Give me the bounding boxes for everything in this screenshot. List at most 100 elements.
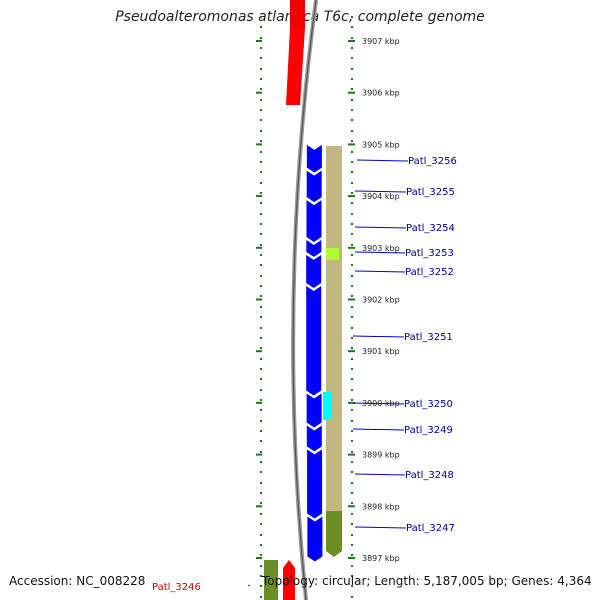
tick-dot-left bbox=[260, 192, 262, 194]
major-tick-right bbox=[348, 298, 355, 301]
tick-dot-left bbox=[260, 140, 262, 142]
tick-dot-right bbox=[351, 37, 353, 39]
major-tick-left bbox=[256, 143, 262, 146]
gene-label-connector bbox=[354, 226, 407, 229]
major-tick-left bbox=[256, 505, 262, 508]
kbp-label: 3901 kbp bbox=[362, 347, 400, 356]
tick-dot-left bbox=[260, 420, 262, 422]
forward-gene-top-cap bbox=[290, 0, 305, 28]
major-tick-left bbox=[256, 195, 262, 198]
tick-dot-left bbox=[260, 482, 262, 484]
tick-dot-left bbox=[260, 151, 262, 153]
tick-dot-left bbox=[260, 492, 262, 494]
tick-dot-right bbox=[351, 482, 353, 484]
major-tick-right bbox=[348, 40, 355, 42]
gene-label-connector bbox=[352, 335, 405, 338]
kbp-label: 3897 kbp bbox=[362, 554, 400, 563]
gene-label-connector bbox=[354, 251, 406, 254]
annotation-track bbox=[323, 146, 342, 557]
tick-dot-left bbox=[260, 233, 262, 235]
tick-dot-right bbox=[351, 565, 353, 567]
tick-dot-right bbox=[351, 327, 353, 329]
gene-label-patl_3250[interactable]: Patl_3250 bbox=[404, 399, 453, 410]
tick-dot-left bbox=[260, 502, 262, 504]
tick-dot-left bbox=[260, 161, 262, 163]
tick-dot-right bbox=[351, 109, 353, 111]
tick-dot-right bbox=[351, 544, 353, 546]
kbp-label: 3898 kbp bbox=[362, 502, 400, 511]
tick-dot-right bbox=[351, 585, 353, 587]
gene-label-connector bbox=[352, 402, 405, 405]
major-tick-right bbox=[348, 401, 355, 404]
tick-dot-left bbox=[260, 554, 262, 556]
tick-dot-right bbox=[351, 223, 353, 225]
tick-dot-right bbox=[351, 523, 353, 525]
tick-dot-right bbox=[351, 368, 353, 370]
tick-dot-left bbox=[260, 295, 262, 297]
major-tick-right bbox=[348, 505, 355, 508]
topology-info: Topology: circular; Length: 5,187,005 bp… bbox=[262, 574, 592, 588]
gene-label-patl_3251[interactable]: Patl_3251 bbox=[404, 332, 453, 343]
tick-dot-right bbox=[351, 451, 353, 453]
major-tick-left bbox=[256, 557, 262, 559]
gene-block-patl_3247 bbox=[307, 516, 323, 562]
gene-labels: Patl_3256 Patl_3255 Patl_3254 Patl_3253 Patl… bbox=[152, 156, 457, 593]
gene-label-patl_3248[interactable]: Patl_3248 bbox=[405, 470, 454, 481]
tick-dot-left bbox=[260, 471, 262, 473]
tick-dot-right bbox=[351, 99, 353, 101]
gene-block-patl_3250 bbox=[306, 393, 322, 428]
tick-dot-left bbox=[260, 109, 262, 111]
major-tick-left bbox=[256, 401, 262, 404]
tick-dot-left bbox=[260, 358, 262, 360]
tick-dot-left bbox=[260, 378, 262, 380]
gene-label-patl_3247[interactable]: Patl_3247 bbox=[406, 523, 455, 534]
tick-dot-left bbox=[260, 316, 262, 318]
gene-label-patl_3253[interactable]: Patl_3253 bbox=[405, 248, 454, 259]
tick-dot-right bbox=[351, 171, 353, 173]
gene-label-patl_3252[interactable]: Patl_3252 bbox=[405, 267, 454, 278]
tick-dot-right bbox=[351, 78, 353, 80]
tick-dot-left bbox=[260, 213, 262, 215]
tick-dot-left bbox=[260, 389, 262, 391]
tick-dot-right bbox=[351, 295, 353, 297]
kbp-label: 3899 kbp bbox=[362, 451, 400, 460]
tick-dot-left bbox=[260, 430, 262, 432]
tick-dot-right bbox=[351, 316, 353, 318]
tick-dot-right bbox=[351, 358, 353, 360]
gene-label-connector bbox=[356, 159, 409, 162]
gene-label-patl_3254[interactable]: Patl_3254 bbox=[406, 223, 455, 234]
gene-label-patl_3246[interactable]: Patl_3246 bbox=[152, 582, 201, 593]
tick-dot-right bbox=[351, 68, 353, 70]
tick-dot-left bbox=[260, 596, 262, 598]
kbp-scale: 3907 kbp 3906 kbp 3905 kbp 3904 kbp 3903 kbp… bbox=[256, 37, 400, 563]
tick-dot-left bbox=[260, 68, 262, 70]
tick-dot-left bbox=[260, 16, 262, 18]
kbp-label: 3905 kbp bbox=[362, 140, 400, 149]
kbp-label: 3902 kbp bbox=[362, 296, 400, 305]
tick-dot-left bbox=[260, 440, 262, 442]
tick-dot-right bbox=[351, 213, 353, 215]
kbp-label: 3903 kbp bbox=[362, 244, 400, 253]
major-tick-left bbox=[256, 298, 262, 301]
annotation-track-arrow bbox=[326, 551, 342, 557]
tick-dot-right bbox=[351, 471, 353, 473]
gene-label-patl_3255[interactable]: Patl_3255 bbox=[406, 187, 455, 198]
gene-block-patl_3255 bbox=[306, 170, 322, 203]
gene-label-patl_3256[interactable]: Patl_3256 bbox=[408, 156, 457, 167]
tick-dot-right bbox=[351, 534, 353, 536]
tick-dot-left bbox=[260, 399, 262, 401]
tick-dot-right bbox=[351, 420, 353, 422]
kbp-label: 3907 kbp bbox=[362, 37, 400, 46]
gene-label-connector bbox=[354, 473, 406, 476]
gene-label-patl_3249[interactable]: Patl_3249 bbox=[404, 425, 453, 436]
tick-dot-left bbox=[260, 306, 262, 308]
tick-dot-right bbox=[351, 347, 353, 349]
tick-dot-right bbox=[351, 285, 353, 287]
tick-dot-right bbox=[351, 440, 353, 442]
tick-dot-right bbox=[351, 244, 353, 246]
tick-dot-right bbox=[351, 57, 353, 59]
tick-dot-left bbox=[260, 99, 262, 101]
tick-dot-right bbox=[351, 264, 353, 266]
gene-blocks bbox=[306, 144, 323, 562]
